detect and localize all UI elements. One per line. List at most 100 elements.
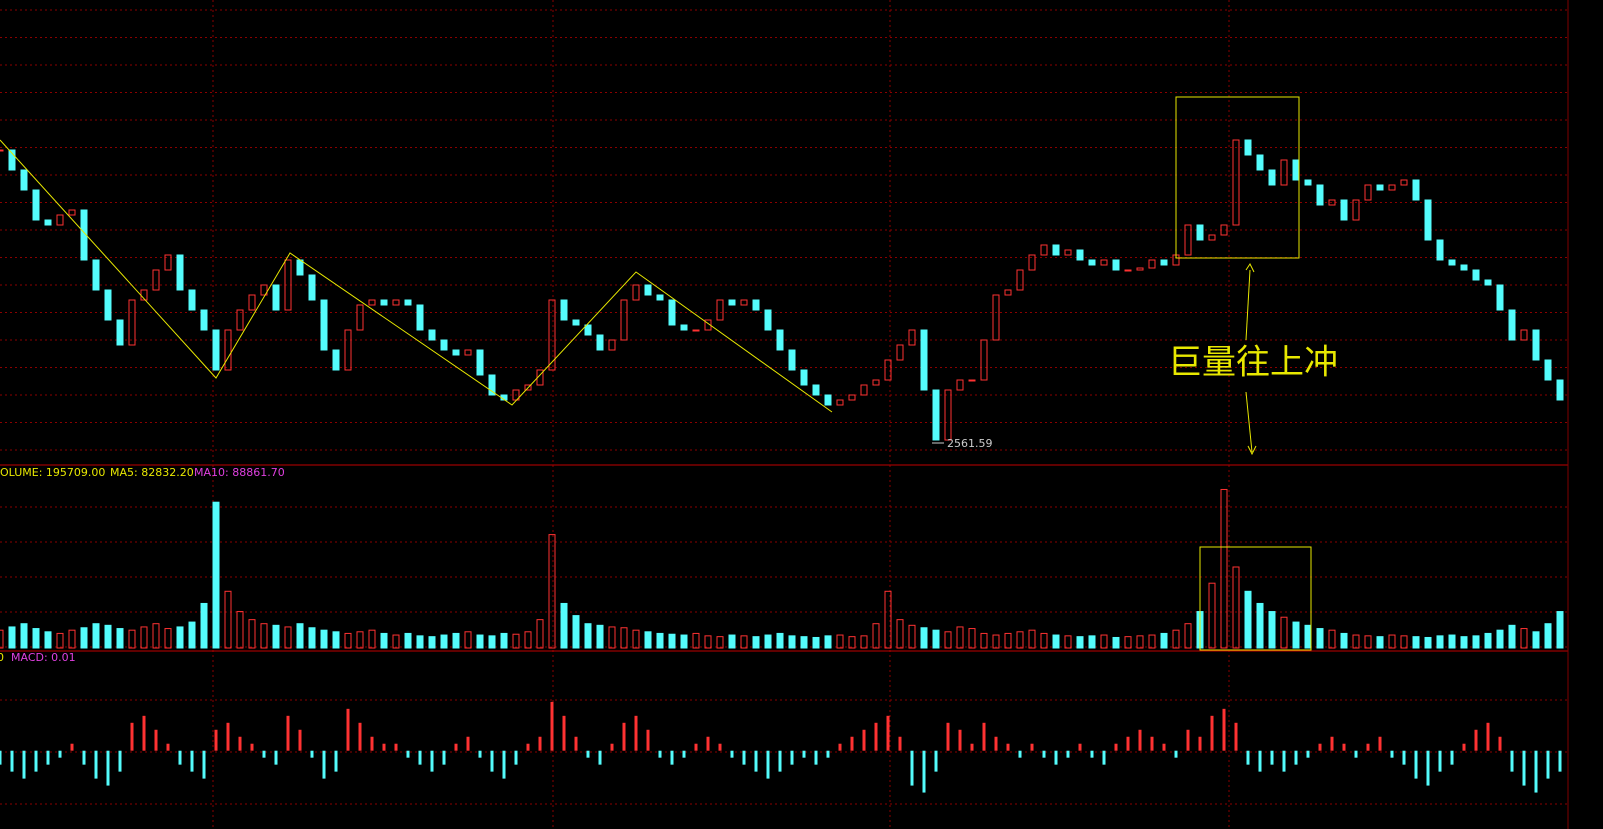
volume-bar — [260, 623, 268, 649]
candle — [1376, 184, 1384, 191]
volume-bar — [932, 629, 940, 649]
candle — [680, 324, 688, 331]
volume-bar — [1100, 634, 1108, 649]
volume-bar — [452, 632, 460, 649]
candle — [632, 284, 640, 301]
candle — [8, 149, 16, 171]
volume-bar — [116, 628, 124, 649]
volume-bar — [1160, 632, 1168, 649]
candle — [1112, 259, 1120, 271]
candle — [164, 254, 172, 271]
volume-bar — [752, 636, 760, 649]
candle — [272, 284, 280, 311]
volume-bar — [368, 629, 376, 649]
candle — [1256, 154, 1264, 171]
candle — [344, 329, 352, 371]
candle — [476, 349, 484, 376]
volume-bar — [860, 635, 868, 649]
candle — [1052, 244, 1060, 256]
volume-bar — [1304, 624, 1312, 649]
candle — [560, 299, 568, 321]
candle — [1412, 179, 1420, 201]
candle — [836, 399, 844, 406]
volume-bar — [1316, 628, 1324, 649]
candle — [1184, 224, 1192, 256]
volume-bar — [824, 635, 832, 649]
volume-bar — [1292, 621, 1300, 649]
candle — [1088, 259, 1096, 266]
candle — [1124, 269, 1132, 272]
volume-bar — [1448, 634, 1456, 649]
candle — [1328, 199, 1336, 206]
arrow-head — [1247, 445, 1257, 456]
candle — [572, 319, 580, 326]
volume-label: OLUME: 195709.00 — [0, 466, 105, 479]
candle — [44, 219, 52, 226]
arrow — [1245, 269, 1251, 341]
volume-bar — [176, 626, 184, 649]
volume-bar — [920, 627, 928, 649]
volume-bar — [332, 631, 340, 649]
volume-bar — [356, 631, 364, 649]
candle — [1136, 267, 1144, 271]
volume-bar — [1280, 616, 1288, 649]
candle — [128, 299, 136, 346]
volume-bar — [56, 632, 64, 649]
volume-bar — [1400, 635, 1408, 649]
annotation: 巨量往上冲 — [1168, 343, 1338, 383]
volume-bar — [1112, 636, 1120, 649]
candle — [1148, 259, 1156, 269]
candle — [92, 259, 100, 291]
candle — [296, 259, 304, 276]
volume-bar — [188, 621, 196, 649]
volume-bar — [284, 626, 292, 649]
volume-bar — [1232, 566, 1240, 649]
candle — [860, 384, 868, 396]
volume-bar — [200, 602, 208, 649]
volume-bar — [908, 624, 916, 649]
volume-bar — [1460, 636, 1468, 649]
volume-bar — [248, 619, 256, 649]
volume-bar — [644, 631, 652, 649]
candle — [1352, 199, 1360, 221]
volume-bar — [1076, 636, 1084, 649]
candle — [116, 319, 124, 346]
candle — [356, 304, 364, 331]
candle — [956, 379, 964, 391]
candle — [1556, 379, 1564, 401]
volume-bar — [212, 501, 220, 649]
volume-bar — [548, 534, 556, 649]
candle — [896, 344, 904, 361]
volume-bar — [104, 624, 112, 649]
volume-bar — [236, 611, 244, 649]
volume-bar — [956, 626, 964, 649]
ma5-label: MA5: 82832.20 — [110, 466, 194, 479]
volume-bar — [1064, 635, 1072, 649]
volume-bar — [68, 629, 76, 649]
candle — [1424, 199, 1432, 241]
volume-bar — [404, 632, 412, 649]
volume-bar — [896, 619, 904, 649]
zigzag-trend — [0, 139, 833, 413]
candle — [1340, 199, 1348, 221]
volume-bar — [1328, 629, 1336, 649]
volume-bar — [512, 633, 520, 649]
volume-bar — [344, 632, 352, 649]
volume-bar — [272, 624, 280, 649]
volume-bar — [560, 602, 568, 649]
volume-bar — [632, 629, 640, 649]
volume-bar — [8, 626, 16, 649]
volume-bar — [1532, 631, 1540, 649]
volume-bar — [0, 629, 4, 649]
candle — [1268, 169, 1276, 186]
candle — [1064, 249, 1072, 256]
volume-bar — [812, 636, 820, 649]
volume-bar — [848, 636, 856, 649]
volume-bar — [1556, 611, 1564, 649]
candle — [848, 394, 856, 401]
volume-bar — [1436, 635, 1444, 649]
volume-bar — [800, 636, 808, 649]
candle — [236, 309, 244, 331]
volume-bar — [296, 623, 304, 649]
